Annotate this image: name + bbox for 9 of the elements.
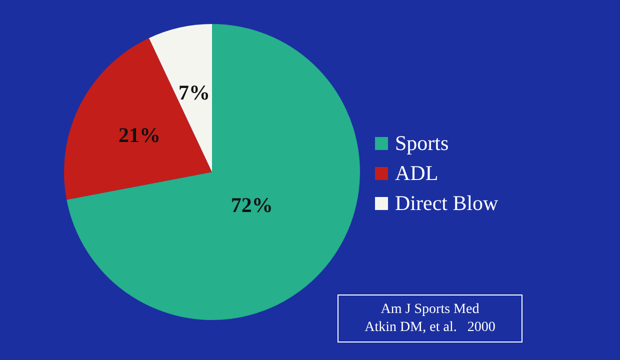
pie-slice: [66, 24, 360, 320]
legend-label: ADL: [395, 161, 438, 185]
legend-label: Sports: [395, 131, 449, 155]
pie-slice: [64, 38, 212, 200]
data-label: 7%: [178, 80, 210, 105]
legend-label: Direct Blow: [395, 191, 500, 215]
text: Am J Sports Med Atkin DM, et al. 2000: [364, 302, 496, 335]
data-label: 21%: [118, 123, 160, 148]
data-label: 72%: [230, 193, 273, 218]
